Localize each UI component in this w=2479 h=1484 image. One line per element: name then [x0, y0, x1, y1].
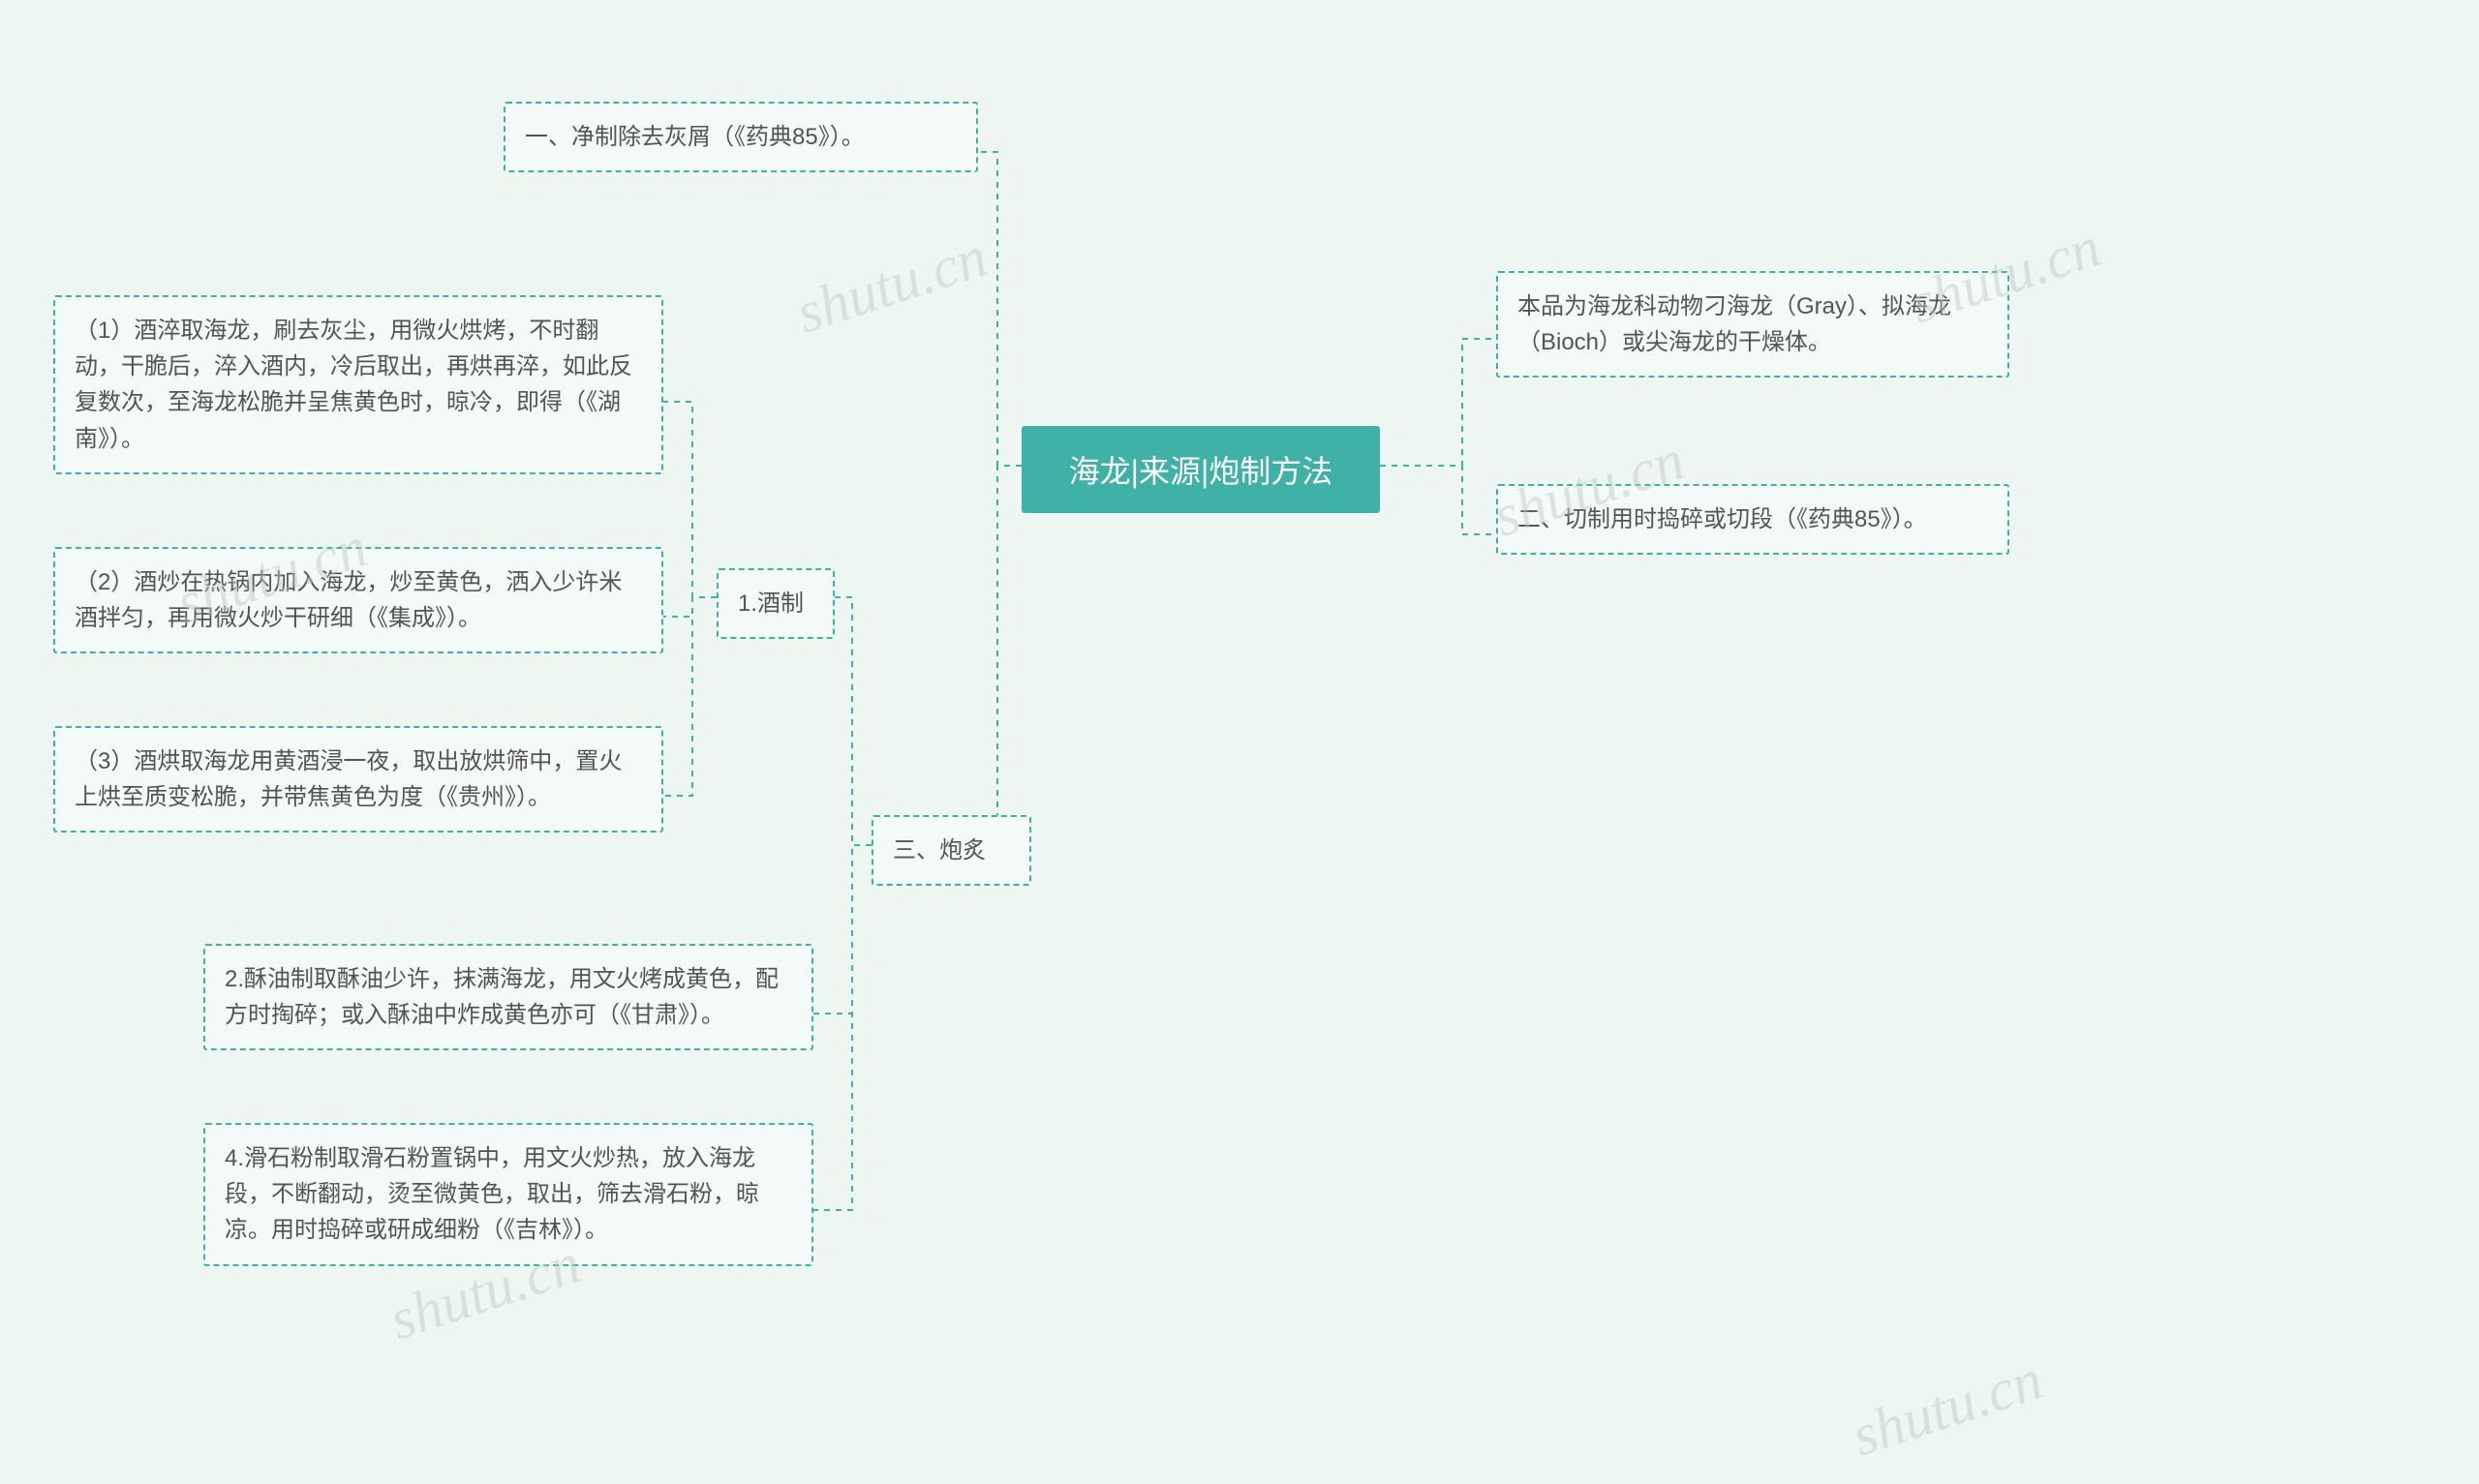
connector: [663, 402, 717, 597]
root-node[interactable]: 海龙|来源|炮制方法: [1022, 426, 1380, 513]
connector: [1380, 339, 1496, 466]
connector: [663, 597, 717, 796]
node-cleaning-method[interactable]: 一、净制除去灰屑（《药典85》）。: [504, 102, 978, 172]
connector: [813, 845, 872, 1210]
node-butter-processing[interactable]: 2.酥油制取酥油少许，抹满海龙，用文火烤成黄色，配方时掏碎；或入酥油中炸成黄色亦…: [203, 944, 813, 1050]
connector: [813, 845, 872, 1014]
mindmap-canvas: 海龙|来源|炮制方法 本品为海龙科动物刁海龙（Gray）、拟海龙（Bioch）或…: [0, 0, 2479, 1484]
node-wine-fry[interactable]: （2）酒炒在热锅内加入海龙，炒至黄色，洒入少许米酒拌匀，再用微火炒干研细（《集成…: [53, 547, 663, 653]
node-cutting-method[interactable]: 二、切制用时捣碎或切段（《药典85》）。: [1496, 484, 2009, 555]
connector: [835, 597, 872, 845]
node-wine-quench[interactable]: （1）酒淬取海龙，刷去灰尘，用微火烘烤，不时翻动，干脆后，淬入酒内，冷后取出，再…: [53, 295, 663, 474]
node-wine-processing[interactable]: 1.酒制: [717, 568, 835, 639]
connector: [997, 466, 1031, 845]
node-wine-bake[interactable]: （3）酒烘取海龙用黄酒浸一夜，取出放烘筛中，置火上烘至质变松脆，并带焦黄色为度（…: [53, 726, 663, 833]
node-source-description[interactable]: 本品为海龙科动物刁海龙（Gray）、拟海龙（Bioch）或尖海龙的干燥体。: [1496, 271, 2009, 378]
watermark: shutu.cn: [1844, 1347, 2050, 1470]
connector: [978, 152, 1022, 466]
connector: [1380, 466, 1496, 534]
watermark: shutu.cn: [788, 224, 995, 348]
node-processing[interactable]: 三、炮炙: [872, 815, 1031, 886]
connector: [663, 597, 717, 617]
node-talcum-processing[interactable]: 4.滑石粉制取滑石粉置锅中，用文火炒热，放入海龙段，不断翻动，烫至微黄色，取出，…: [203, 1123, 813, 1266]
